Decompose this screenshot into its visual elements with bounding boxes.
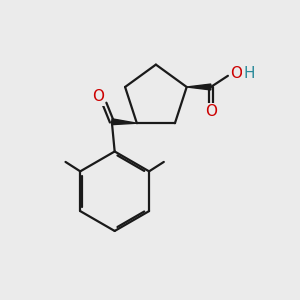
- Polygon shape: [187, 84, 211, 90]
- Text: O: O: [230, 66, 242, 81]
- Text: O: O: [92, 89, 104, 104]
- Text: O: O: [205, 104, 217, 119]
- Text: H: H: [243, 66, 255, 81]
- Polygon shape: [112, 119, 137, 125]
